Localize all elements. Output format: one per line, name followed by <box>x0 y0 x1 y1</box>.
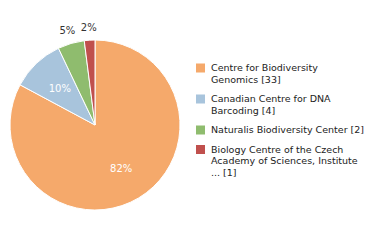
data-label: 5% <box>59 25 75 36</box>
data-label: 2% <box>81 22 97 33</box>
pie-slice <box>84 40 95 125</box>
data-label: 82% <box>110 163 132 174</box>
pie-slice <box>10 40 180 210</box>
chart-container: 82% 10% 5% 2% Centre for BiodiversityGenomic… <box>0 0 380 240</box>
legend-swatch <box>196 126 205 135</box>
data-label: 10% <box>49 83 71 94</box>
legend-item: Naturalis Biodiversity Center [2] <box>196 124 364 135</box>
legend-item: Biology Centre of the CzechAcademy of Sc… <box>196 144 358 178</box>
legend-swatch <box>196 145 205 154</box>
legend-item: Canadian Centre for DNABarcoding [4] <box>196 93 331 116</box>
data-labels: 82% 10% 5% 2% <box>49 22 133 175</box>
legend-label: Biology Centre of the CzechAcademy of Sc… <box>211 144 358 178</box>
legend: Centre for BiodiversityGenomics [33] Cana… <box>196 62 364 178</box>
legend-item: Centre for BiodiversityGenomics [33] <box>196 62 318 85</box>
legend-label: Centre for BiodiversityGenomics [33] <box>211 62 318 85</box>
legend-label: Naturalis Biodiversity Center [2] <box>211 124 364 135</box>
pie-chart: 82% 10% 5% 2% Centre for BiodiversityGenomic… <box>0 0 380 240</box>
legend-label: Canadian Centre for DNABarcoding [4] <box>211 93 331 116</box>
legend-swatch <box>196 64 205 73</box>
slices <box>10 40 180 210</box>
legend-swatch <box>196 95 205 104</box>
